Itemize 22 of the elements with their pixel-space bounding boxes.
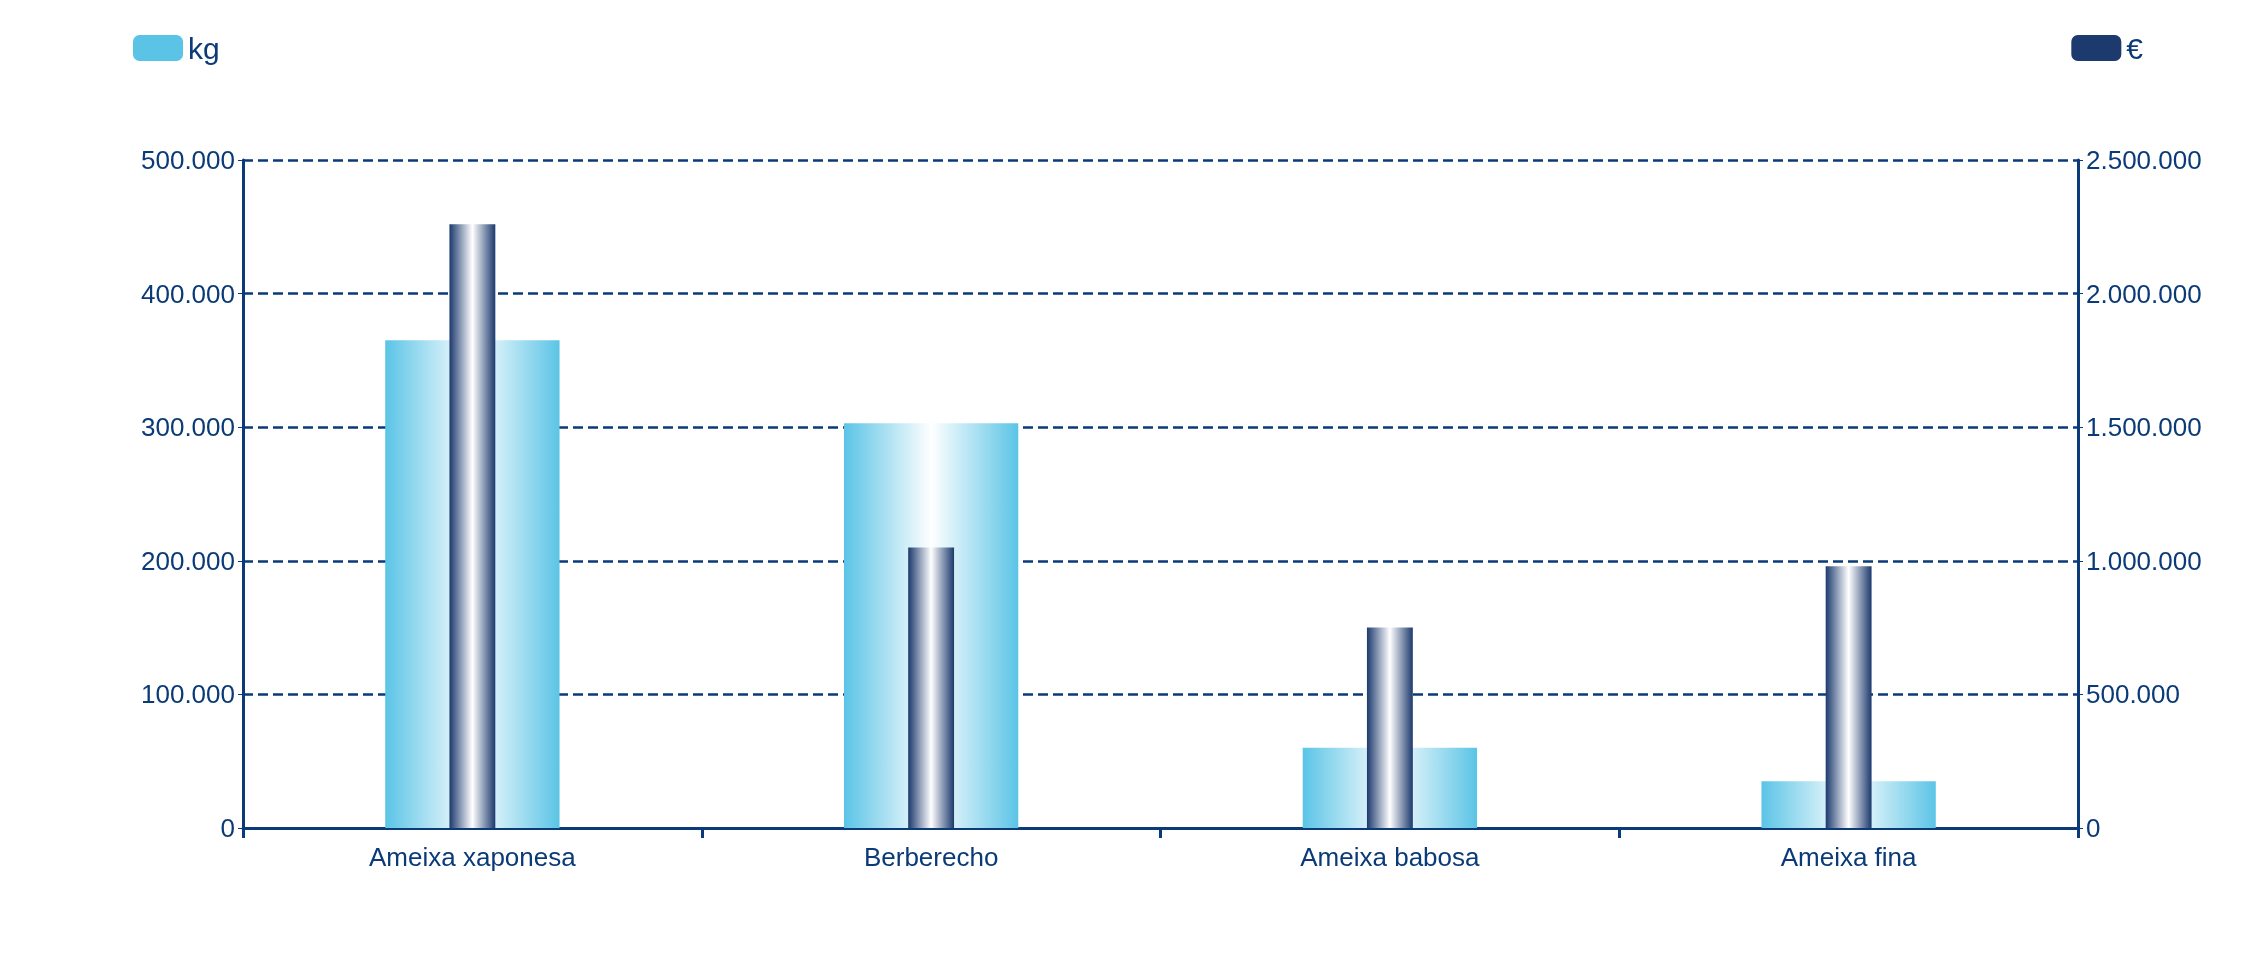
y2-tick-label: 1.000.000: [2086, 545, 2202, 576]
y2-tick-label: 1.500.000: [2086, 412, 2202, 443]
bar: [449, 224, 496, 828]
y-tick-label: 500.000: [141, 145, 235, 175]
x-tick-label: Ameixa babosa: [1300, 842, 1481, 872]
y2-tick-label: 0: [2086, 813, 2101, 843]
x-tick-label: Ameixa xaponesa: [369, 842, 577, 872]
y-tick-label: 400.000: [141, 278, 235, 309]
x-tick-label: Berberecho: [863, 842, 999, 872]
legend-label: €: [2126, 31, 2144, 65]
legend-label: kg: [188, 31, 220, 65]
y2-tick-label: 2.000.000: [2086, 278, 2202, 309]
bar: [1366, 627, 1413, 828]
x-tick-label: Ameixa fina: [1780, 842, 1918, 872]
y2-tick-label: 2.500.000: [2086, 145, 2202, 175]
bar: [908, 547, 955, 828]
y-tick-label: 100.000: [141, 679, 235, 710]
y2-tick-label: 500.000: [2086, 679, 2180, 710]
y-tick-label: 0: [220, 813, 235, 843]
bar: [1825, 566, 1872, 828]
y-tick-label: 300.000: [141, 412, 235, 443]
y-tick-label: 200.000: [141, 545, 235, 576]
